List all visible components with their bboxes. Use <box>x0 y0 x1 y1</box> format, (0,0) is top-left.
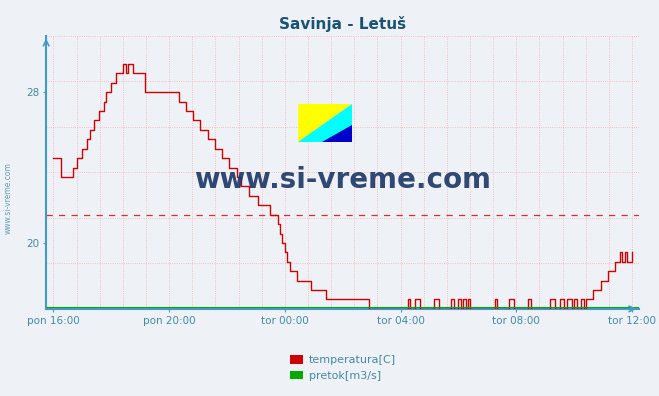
Legend: temperatura[C], pretok[m3/s]: temperatura[C], pretok[m3/s] <box>285 350 400 385</box>
Text: www.si-vreme.com: www.si-vreme.com <box>3 162 13 234</box>
Polygon shape <box>298 104 352 142</box>
Polygon shape <box>298 104 352 142</box>
Title: Savinja - Letuš: Savinja - Letuš <box>279 16 406 32</box>
Polygon shape <box>322 125 352 142</box>
Text: www.si-vreme.com: www.si-vreme.com <box>194 166 491 194</box>
